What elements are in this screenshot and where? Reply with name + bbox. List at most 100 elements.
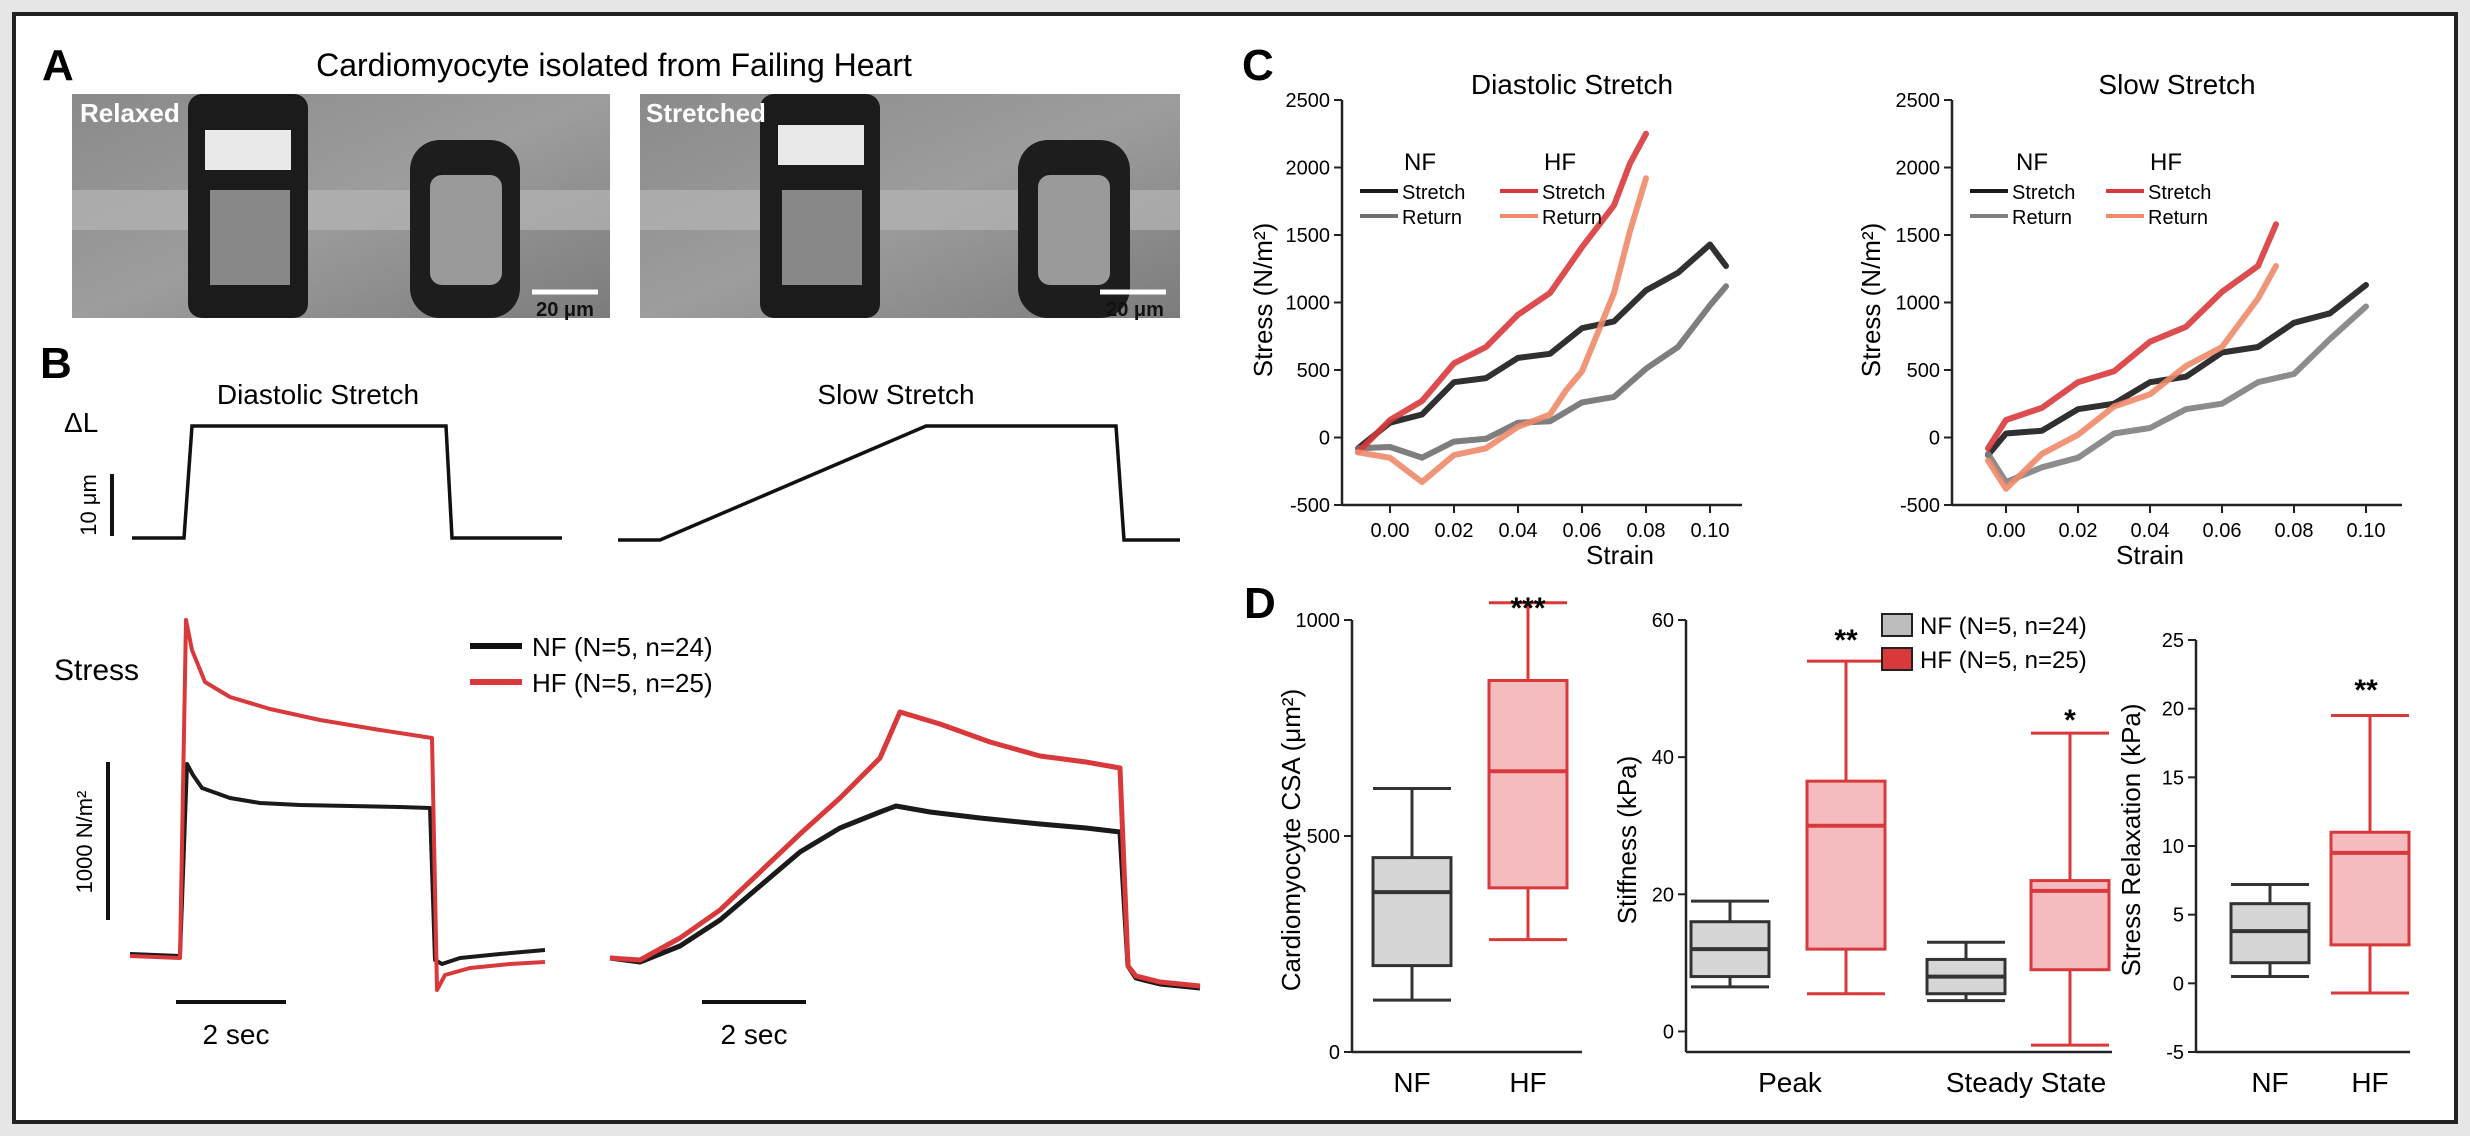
chart-d-csa-ytick-label: 1000 [1296,610,1341,632]
chart-c-diastolic-xtick-label: 0.04 [1499,520,1538,542]
chart-c-diastolic-legend-hf-stretch: Stretch [1542,182,1605,204]
chart-c-diastolic-legend-nf-return: Return [1402,207,1462,229]
chart-d-legend-nf-label: NF (N=5, n=24) [1920,613,2087,640]
chart-c-diastolic-series-hf-stretch [1355,130,1649,456]
chart-c-diastolic-ytick-label: 2000 [1286,158,1331,180]
chart-c-diastolic-ylabel: Stress (N/m²) [1248,223,1278,378]
chart-d-csa-box-hf [1487,678,1569,890]
chart-c-slow-legend-nf-return: Return [2012,207,2072,229]
chart-c-diastolic-ytick-label: 1500 [1286,225,1331,247]
chart-d-csa: 0 500 1000 Cardiomyocyte CSA (μm²) NF HF *… [1276,592,1582,1098]
legend-b-nf-label: NF (N=5, n=24) [532,632,713,662]
chart-d-legend-hf-swatch [1881,647,1913,671]
chart-d-stiffness-box-peak-hf [1805,779,1887,951]
chart-c-slow-series-nf-return [1985,303,2369,485]
panel-label-a: A [42,41,74,90]
chart-c-diastolic-xtick-label: 0.06 [1563,520,1602,542]
chart-c-diastolic: Diastolic Stretch 0.00 0.02 0.04 0.06 0.08 0.… [1248,69,1742,570]
protocol-title-slow: Slow Stretch [817,379,974,410]
chart-c-diastolic-xtick-label: 0.08 [1627,520,1666,542]
time-scale-label-1: 2 sec [203,1019,270,1050]
panel-label-b: B [40,339,72,388]
chart-c-diastolic-xtick-label: 0.10 [1691,520,1730,542]
chart-d-relaxation-ytick-label: 5 [2173,905,2184,927]
chart-c-slow-legend-nf: NF [2016,149,2048,176]
chart-c-slow-title: Slow Stretch [2098,69,2255,100]
chart-d-csa-xtick-nf: NF [1393,1067,1430,1098]
micrograph-stretched-scale: 20 μm [1106,299,1164,321]
chart-c-slow-xtick-label: 0.10 [2347,520,2386,542]
chart-d-stiffness-xtick-peak: Peak [1758,1067,1823,1098]
chart-c-slow-xtick-label: 0.04 [2131,520,2170,542]
chart-c-slow-legend-hf: HF [2150,149,2182,176]
chart-d-relaxation-ytick-label: 0 [2173,973,2184,995]
chart-c-slow-ytick-label: 1000 [1896,293,1941,315]
chart-d-stiffness-ytick-label: 60 [1652,610,1674,632]
chart-d-csa-xtick-hf: HF [1509,1067,1546,1098]
chart-c-diastolic-title: Diastolic Stretch [1471,69,1673,100]
chart-d-stiffness-ytick-label: 40 [1652,747,1674,769]
micrograph-relaxed-scale: 20 μm [536,299,594,321]
protocol-title-diastolic: Diastolic Stretch [217,379,419,410]
chart-c-slow-xtick-label: 0.00 [1987,520,2026,542]
chart-c-diastolic-ytick-label: 2500 [1286,90,1331,112]
chart-d-stiffness-ylabel: Stiffness (kPa) [1612,756,1642,925]
length-scale-label: 10 μm [76,474,101,536]
chart-c-diastolic-legend-nf-stretch: Stretch [1402,182,1465,204]
chart-d-legend-nf-swatch [1881,613,1913,637]
chart-d-relaxation-significance: ** [2354,674,2378,707]
chart-d-relaxation-ylabel: Stress Relaxation (kPa) [2116,703,2146,976]
chart-d-relaxation-ytick-label: -5 [2166,1042,2184,1064]
chart-c-slow-series-hf-return [1985,263,2279,492]
chart-c-diastolic-ytick-label: -500 [1290,495,1330,517]
chart-c-slow: Slow Stretch 0.00 0.02 0.04 0.06 0.08 0.10 -5… [1856,69,2402,570]
chart-c-slow-xtick-label: 0.06 [2203,520,2242,542]
micrograph-stretched-label: Stretched [646,98,766,128]
chart-c-slow-ytick-label: 0 [1929,428,1940,450]
chart-d-stiffness-ytick-label: 20 [1652,884,1674,906]
protocol-slow-trace [618,424,1180,542]
length-label: ΔL [64,407,98,438]
chart-c-diastolic-series-nf-stretch [1355,241,1729,452]
chart-d-relaxation-xtick-hf: HF [2351,1067,2388,1098]
chart-d-relaxation-box-hf [2329,830,2411,947]
micrograph-relaxed: Relaxed 20 μm [72,94,610,321]
chart-d-stiffness-box-steady-state-hf [2029,879,2111,972]
chart-c-slow-ytick-label: 500 [1907,360,1940,382]
legend-b-hf-label: HF (N=5, n=25) [532,668,713,698]
micrograph-stretched: Stretched 20 μm [640,94,1180,321]
trace-diastolic-hf [129,618,546,992]
panel-a-title: Cardiomyocyte isolated from Failing Hear… [316,47,912,83]
chart-d-stiffness-significance-steady: * [2064,704,2076,737]
chart-c-diastolic-xlabel: Strain [1586,540,1654,570]
chart-c-slow-ylabel: Stress (N/m²) [1856,223,1886,378]
chart-d-csa-ytick-label: 0 [1329,1042,1340,1064]
chart-d-csa-ylabel: Cardiomyocyte CSA (μm²) [1276,689,1306,991]
chart-c-diastolic-series-hf-return [1355,175,1649,485]
stress-label: Stress [54,654,139,687]
chart-c-diastolic-ytick-label: 1000 [1286,293,1331,315]
chart-d-stiffness: 0 20 40 60 Stiffness (kPa) Peak Steady Stat… [1612,610,2112,1098]
chart-d-stiffness-significance-peak: ** [1834,624,1858,657]
micrograph-relaxed-label: Relaxed [80,98,180,128]
chart-c-diastolic-xtick-label: 0.00 [1371,520,1410,542]
chart-d-relaxation-xtick-nf: NF [2251,1067,2288,1098]
chart-c-diastolic-legend-hf: HF [1544,149,1576,176]
chart-c-slow-ytick-label: -500 [1900,495,1940,517]
chart-c-slow-ytick-label: 2000 [1896,158,1941,180]
chart-c-slow-xtick-label: 0.02 [2059,520,2098,542]
chart-d-csa-ytick-label: 500 [1307,826,1340,848]
chart-d-legend-hf-label: HF (N=5, n=25) [1920,647,2087,674]
trace-diastolic-nf [129,762,546,966]
chart-c-slow-legend-hf-return: Return [2148,207,2208,229]
chart-c-slow-xtick-label: 0.08 [2275,520,2314,542]
chart-d-relaxation-box-nf [2229,902,2311,965]
chart-d-stiffness-ytick-label: 0 [1663,1021,1674,1043]
chart-c-slow-ytick-label: 2500 [1896,90,1941,112]
chart-c-slow-series-hf-stretch [1985,221,2279,452]
chart-c-slow-legend-hf-stretch: Stretch [2148,182,2211,204]
stress-scale-label: 1000 N/m² [72,791,97,894]
panel-label-d: D [1244,579,1276,628]
chart-d-relaxation-ytick-label: 25 [2162,630,2184,652]
